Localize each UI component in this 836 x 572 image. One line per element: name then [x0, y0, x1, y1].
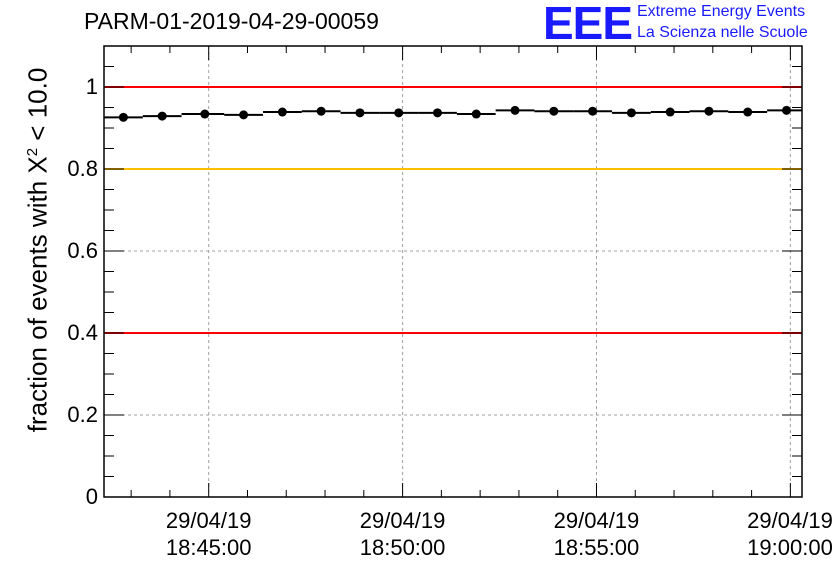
- data-point: [239, 110, 249, 120]
- data-point: [781, 105, 791, 115]
- data-point: [277, 107, 287, 117]
- x-tick-date: 29/04/19: [747, 508, 833, 533]
- x-tick-date: 29/04/19: [553, 508, 640, 533]
- data-point: [355, 108, 365, 118]
- x-tick-date: 29/04/19: [165, 508, 252, 533]
- data-point: [316, 106, 326, 116]
- y-tick-label: 0: [85, 484, 98, 509]
- data-point: [200, 109, 210, 119]
- y-tick-label: 0.8: [67, 156, 98, 181]
- x-tick-label: 29/04/19 19:00:00: [730, 507, 836, 561]
- y-tick-label: 0.6: [67, 238, 98, 263]
- x-tick-label: 29/04/19 18:50:00: [343, 507, 463, 561]
- y-tick-label: 0.2: [67, 402, 98, 427]
- data-point: [510, 105, 520, 115]
- data-point: [432, 108, 442, 118]
- x-tick-time: 18:50:00: [359, 535, 446, 560]
- data-point: [157, 111, 167, 121]
- data-point: [665, 107, 675, 117]
- data-point: [743, 107, 753, 117]
- data-point: [549, 106, 559, 116]
- x-tick-date: 29/04/19: [359, 508, 446, 533]
- data-point: [704, 106, 714, 116]
- data-point: [394, 108, 404, 118]
- data-point: [118, 112, 128, 122]
- y-tick-label: 1: [85, 74, 98, 99]
- data-point: [471, 109, 481, 119]
- logo-subtitle-line1: Extreme Energy Events: [637, 3, 806, 20]
- data-point: [588, 106, 598, 116]
- x-tick-time: 19:00:00: [747, 535, 833, 560]
- data-point: [626, 108, 636, 118]
- chart-title: PARM-01-2019-04-29-00059: [84, 8, 379, 34]
- x-tick-time: 18:55:00: [553, 535, 640, 560]
- x-tick-label: 29/04/19 18:55:00: [536, 507, 656, 561]
- y-tick-label: 0.4: [67, 320, 98, 345]
- logo-subtitle-line2: La Scienza nelle Scuole: [637, 24, 808, 41]
- eee-logo: EEE: [543, 0, 633, 49]
- x-tick-time: 18:45:00: [165, 535, 252, 560]
- x-tick-label: 29/04/19 18:45:00: [149, 507, 269, 561]
